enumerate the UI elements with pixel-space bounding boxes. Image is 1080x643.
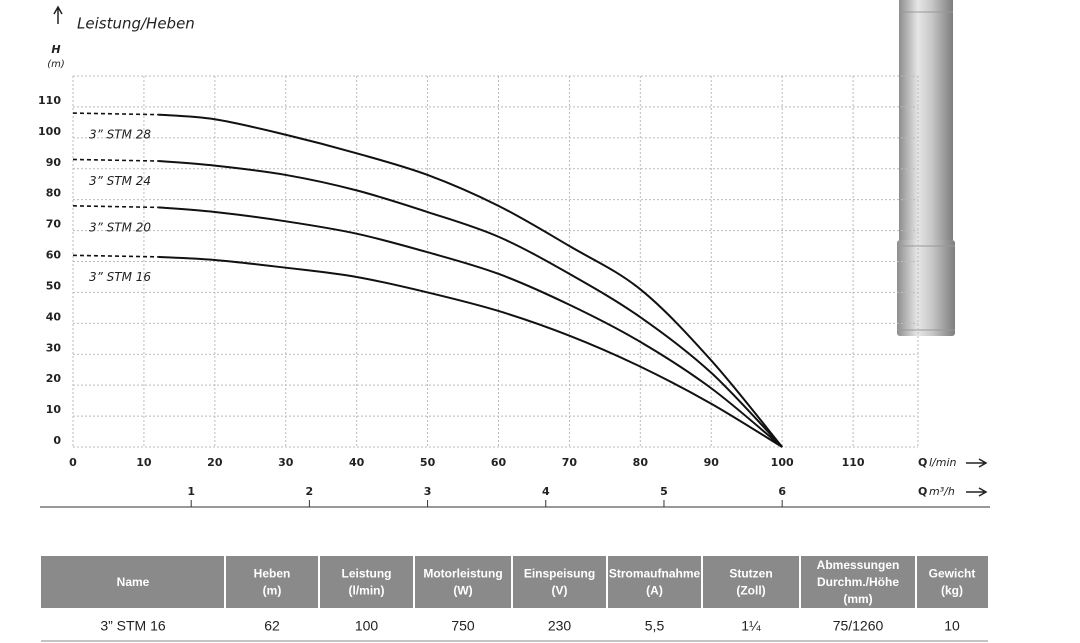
table-cell: 230 bbox=[548, 618, 572, 634]
x2-tick-label: 1 bbox=[187, 485, 195, 498]
series-line bbox=[158, 160, 783, 448]
series-line bbox=[158, 255, 783, 448]
x-tick-label: 10 bbox=[136, 456, 152, 469]
pump-image bbox=[897, 0, 955, 336]
x2-axis-label: Q bbox=[918, 485, 927, 498]
x2-axis-unit: m³/h bbox=[929, 485, 955, 498]
x2-tick-label: 5 bbox=[660, 485, 668, 498]
x2-tick-label: 2 bbox=[306, 485, 314, 498]
series-line bbox=[158, 113, 783, 448]
table-header-cell: (Zoll) bbox=[736, 584, 765, 598]
y-axis-unit: (m) bbox=[47, 59, 65, 70]
table-header-cell: (mm) bbox=[843, 592, 872, 606]
table-header-cell: (l/min) bbox=[349, 584, 385, 598]
x2-tick-label: 4 bbox=[542, 485, 550, 498]
x-axis-label: Q bbox=[918, 456, 927, 469]
series-line-dashed bbox=[72, 158, 159, 162]
table-header-cell: (kg) bbox=[941, 584, 963, 598]
x-tick-label: 0 bbox=[69, 456, 77, 469]
table-cell: 1¼ bbox=[741, 618, 761, 634]
y-tick-label: 30 bbox=[46, 341, 62, 354]
table-header-bg bbox=[41, 556, 988, 608]
y-tick-label: 20 bbox=[46, 372, 62, 385]
y-tick-label: 0 bbox=[53, 434, 61, 447]
table-header-cell: Stutzen bbox=[729, 567, 772, 581]
spec-table: Name Heben (m) Leistung (l/min) Motorleistung… bbox=[41, 556, 988, 642]
x-tick-label: 90 bbox=[704, 456, 720, 469]
table-header-cell: Motorleistung bbox=[423, 567, 502, 581]
series-label: 3” STM 16 bbox=[89, 270, 151, 284]
table-header-cell: (A) bbox=[646, 584, 663, 598]
table-cell: 10 bbox=[944, 618, 960, 634]
x-tick-label: 60 bbox=[491, 456, 507, 469]
y-tick-label: 60 bbox=[46, 249, 62, 262]
y-tick-label: 80 bbox=[46, 187, 62, 200]
series-line bbox=[158, 206, 783, 448]
y-tick-label: 90 bbox=[46, 156, 62, 169]
table-cell: 750 bbox=[451, 618, 475, 634]
table-header-cell: Abmessungen bbox=[817, 558, 900, 572]
x2-tick-label: 6 bbox=[778, 485, 786, 498]
x-tick-label: 80 bbox=[633, 456, 649, 469]
table-header-cell: (m) bbox=[263, 584, 282, 598]
series-line-dashed bbox=[72, 205, 159, 209]
series-label: 3” STM 20 bbox=[89, 220, 151, 234]
table-header-cell: Stromaufnahme bbox=[609, 567, 701, 581]
table-cell: 75/1260 bbox=[833, 618, 884, 634]
chart-title: Leistung/Heben bbox=[77, 15, 195, 33]
x-tick-label: 40 bbox=[349, 456, 365, 469]
x-tick-label: 110 bbox=[842, 456, 865, 469]
axis-arrow bbox=[966, 458, 988, 468]
table-header-cell: Leistung bbox=[342, 567, 392, 581]
axis-arrow bbox=[966, 487, 988, 497]
y-axis-label: H bbox=[51, 43, 60, 56]
table-cell: 3” STM 16 bbox=[100, 618, 166, 634]
y-tick-label: 10 bbox=[46, 403, 62, 416]
table-header-cell: Name bbox=[117, 575, 150, 589]
table-header-cell: Einspeisung bbox=[524, 567, 595, 581]
series-line-dashed bbox=[72, 112, 159, 116]
series-line-dashed bbox=[72, 254, 159, 258]
series-label: 3” STM 24 bbox=[89, 174, 151, 188]
x-axis-unit: l/min bbox=[929, 456, 957, 469]
x-tick-label: 70 bbox=[562, 456, 578, 469]
axis-arrow bbox=[53, 5, 63, 24]
y-tick-label: 40 bbox=[46, 310, 62, 323]
y-tick-label: 110 bbox=[38, 94, 61, 107]
table-cell: 5,5 bbox=[645, 618, 665, 634]
table-header-cell: Durchm./Höhe bbox=[817, 575, 899, 589]
series-label: 3” STM 28 bbox=[89, 128, 151, 142]
table-cell: 62 bbox=[264, 618, 280, 634]
x-tick-label: 50 bbox=[420, 456, 436, 469]
x-tick-label: 100 bbox=[771, 456, 794, 469]
table-header-cell: (W) bbox=[453, 584, 472, 598]
table-header-cell: (V) bbox=[552, 584, 568, 598]
y-tick-label: 100 bbox=[38, 125, 61, 138]
table-header-cell: Gewicht bbox=[929, 567, 976, 581]
table-cell: 100 bbox=[355, 618, 379, 634]
x-tick-label: 20 bbox=[207, 456, 223, 469]
y-tick-label: 70 bbox=[46, 218, 62, 231]
x-tick-label: 30 bbox=[278, 456, 294, 469]
y-tick-label: 50 bbox=[46, 279, 62, 292]
x2-tick-label: 3 bbox=[424, 485, 432, 498]
table-header-cell: Heben bbox=[254, 567, 291, 581]
